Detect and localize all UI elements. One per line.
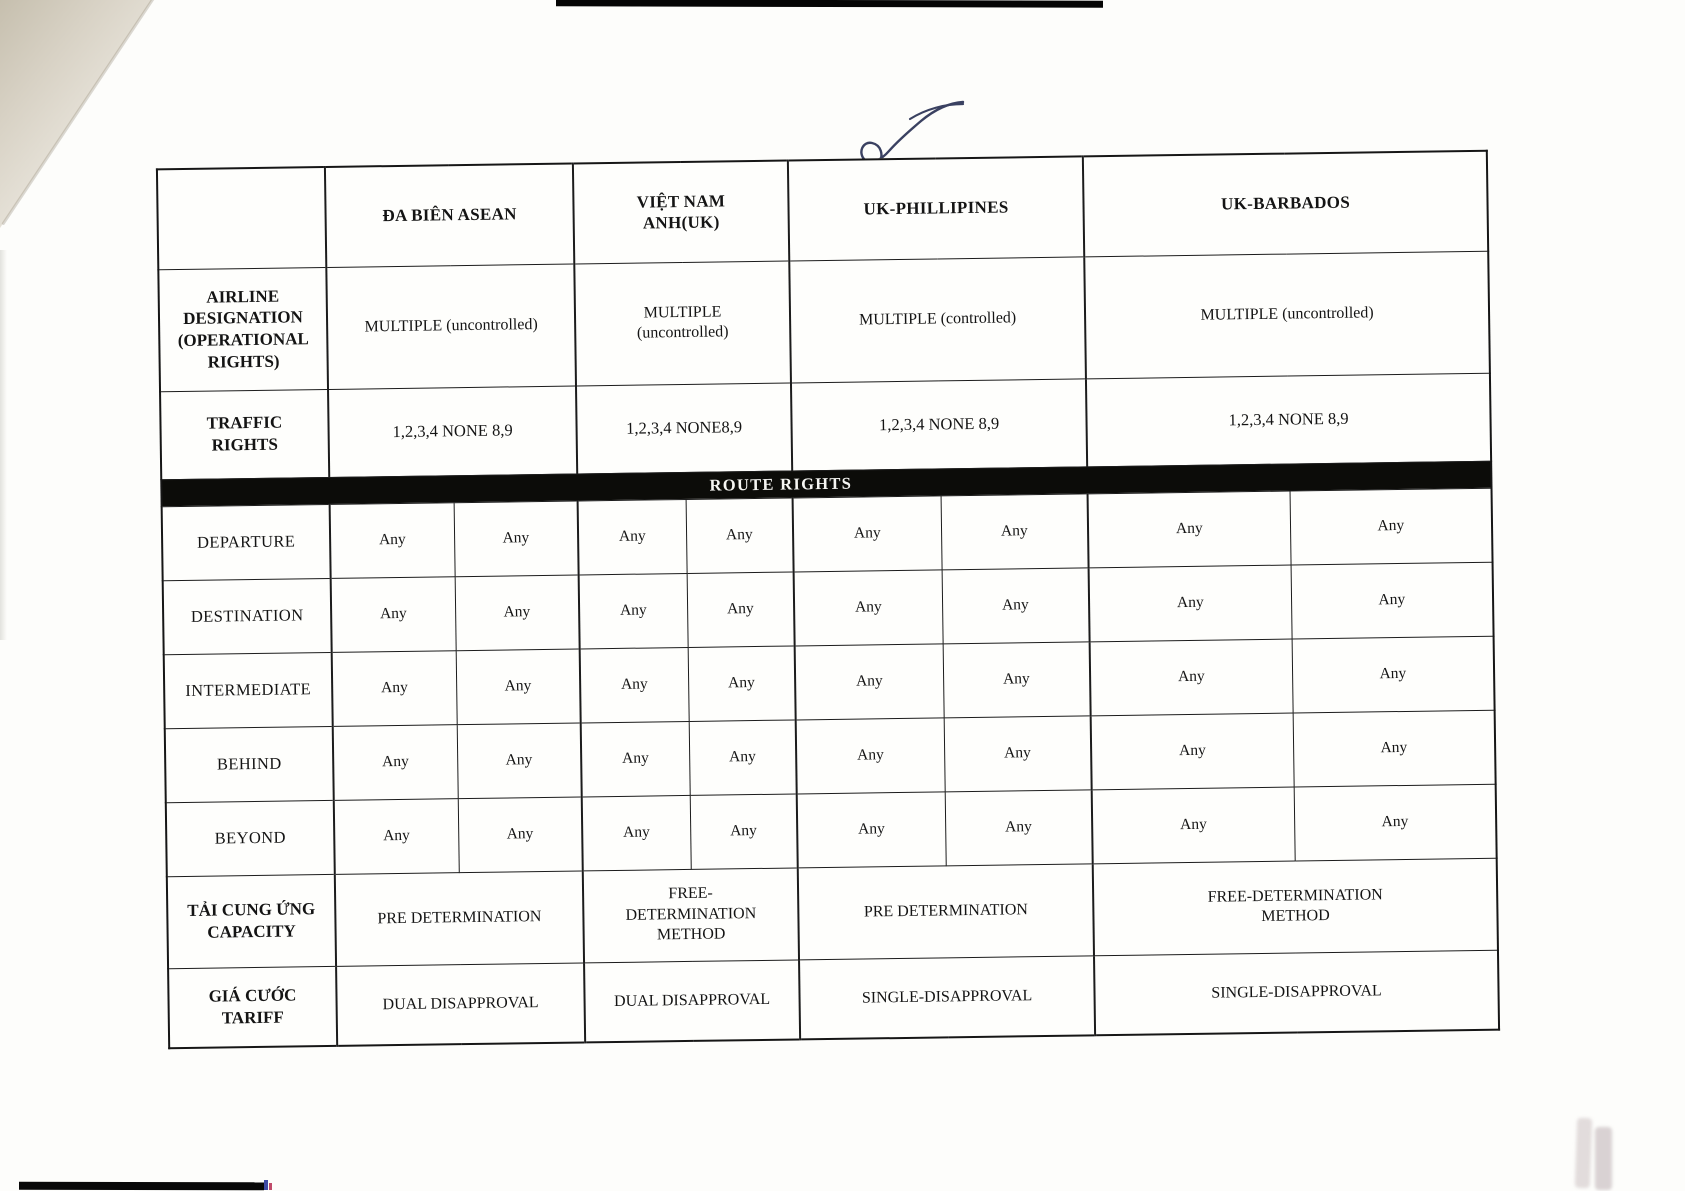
cell-capacity-asean: PRE DETERMINATION bbox=[334, 870, 585, 966]
paper-edge-shadow bbox=[0, 250, 7, 640]
route-cell: Any bbox=[795, 717, 945, 794]
route-cell: Any bbox=[332, 724, 458, 800]
header-cell-asean: ĐA BIÊN ASEAN bbox=[324, 163, 575, 267]
row-label-airline-designation: AIRLINE DESIGNATION (OPERATIONAL RIGHTS) bbox=[158, 266, 329, 392]
route-cell: Any bbox=[686, 571, 795, 647]
color-speck-pink bbox=[269, 1183, 272, 1190]
route-cell: Any bbox=[1291, 635, 1495, 713]
scan-smudge bbox=[1574, 1117, 1593, 1189]
cell-airline-uk-phillipines: MULTIPLE (controlled) bbox=[789, 256, 1086, 383]
route-cell: Any bbox=[456, 722, 582, 799]
scanner-strip-bottom bbox=[18, 1181, 265, 1191]
route-cell: Any bbox=[687, 645, 796, 721]
row-label-departure: DEPARTURE bbox=[161, 503, 331, 581]
route-cell: Any bbox=[688, 719, 797, 795]
color-speck-blue bbox=[264, 1180, 268, 1190]
route-cell: Any bbox=[329, 502, 455, 578]
cell-traffic-uk-phillipines: 1,2,3,4 NONE 8,9 bbox=[790, 378, 1088, 471]
row-label-destination: DESTINATION bbox=[162, 577, 332, 655]
tariff-row: GIÁ CƯỚC TARIFF DUAL DISAPPROVAL DUAL DI… bbox=[168, 949, 1500, 1049]
route-cell: Any bbox=[1290, 561, 1494, 639]
cell-tariff-asean: DUAL DISAPPROVAL bbox=[336, 962, 586, 1046]
route-cell: Any bbox=[1091, 786, 1295, 864]
route-cell: Any bbox=[330, 576, 456, 652]
route-cell: Any bbox=[940, 493, 1089, 570]
scanner-strip-top bbox=[555, 0, 1104, 8]
route-cell: Any bbox=[577, 498, 687, 575]
route-cell: Any bbox=[689, 793, 798, 869]
route-cell: Any bbox=[333, 798, 459, 874]
header-row: ĐA BIÊN ASEAN VIỆT NAM ANH(UK) UK-PHILLI… bbox=[156, 150, 1489, 270]
row-label-intermediate: INTERMEDIATE bbox=[163, 651, 333, 729]
route-cell: Any bbox=[793, 569, 943, 646]
route-cell: Any bbox=[578, 572, 688, 649]
scan-smudge bbox=[1595, 1127, 1612, 1190]
route-cell: Any bbox=[457, 796, 583, 873]
header-cell-vietnam-uk: VIỆT NAM ANH(UK) bbox=[572, 160, 790, 264]
route-cell: Any bbox=[1090, 712, 1294, 790]
route-cell: Any bbox=[1293, 783, 1497, 861]
cell-traffic-uk-barbados: 1,2,3,4 NONE 8,9 bbox=[1085, 372, 1492, 467]
airline-designation-row: AIRLINE DESIGNATION (OPERATIONAL RIGHTS)… bbox=[158, 250, 1490, 392]
route-cell: Any bbox=[942, 641, 1091, 718]
route-cell: Any bbox=[579, 646, 689, 723]
cell-airline-vietnam-uk: MULTIPLE (uncontrolled) bbox=[574, 260, 791, 386]
header-cell-uk-barbados: UK-BARBADOS bbox=[1082, 150, 1489, 257]
route-cell: Any bbox=[331, 650, 457, 726]
route-cell: Any bbox=[792, 495, 942, 572]
route-cell: Any bbox=[1087, 490, 1291, 568]
route-cell: Any bbox=[581, 794, 691, 871]
route-cell: Any bbox=[455, 648, 581, 725]
route-cell: Any bbox=[580, 720, 690, 797]
route-cell: Any bbox=[944, 789, 1093, 866]
cell-capacity-uk-barbados: FREE-DETERMINATION METHOD bbox=[1092, 857, 1498, 956]
cell-airline-asean: MULTIPLE (uncontrolled) bbox=[326, 263, 576, 389]
row-label-traffic-rights: TRAFFIC RIGHTS bbox=[160, 388, 330, 480]
route-cell: Any bbox=[794, 643, 944, 720]
route-cell: Any bbox=[943, 715, 1092, 792]
row-label-beyond: BEYOND bbox=[165, 799, 335, 877]
row-label-tariff: GIÁ CƯỚC TARIFF bbox=[168, 965, 338, 1049]
route-cell: Any bbox=[1289, 487, 1493, 565]
cell-traffic-vietnam-uk: 1,2,3,4 NONE8,9 bbox=[575, 382, 793, 474]
cell-capacity-vietnam-uk: FREE- DETERMINATION METHOD bbox=[582, 867, 800, 963]
row-label-behind: BEHIND bbox=[164, 725, 334, 803]
route-cell: Any bbox=[1088, 564, 1292, 642]
cell-tariff-uk-phillipines: SINGLE-DISAPPROVAL bbox=[799, 955, 1096, 1040]
cell-tariff-uk-barbados: SINGLE-DISAPPROVAL bbox=[1094, 949, 1500, 1036]
corner-cell bbox=[156, 166, 327, 270]
cell-tariff-vietnam-uk: DUAL DISAPPROVAL bbox=[584, 959, 801, 1043]
route-cell: Any bbox=[453, 500, 579, 577]
cell-airline-uk-barbados: MULTIPLE (uncontrolled) bbox=[1084, 250, 1490, 379]
header-cell-uk-phillipines: UK-PHILLIPINES bbox=[787, 156, 1085, 261]
agreements-comparison-table: ĐA BIÊN ASEAN VIỆT NAM ANH(UK) UK-PHILLI… bbox=[155, 149, 1501, 1050]
cell-traffic-asean: 1,2,3,4 NONE 8,9 bbox=[328, 385, 578, 477]
route-cell: Any bbox=[1089, 638, 1293, 716]
route-cell: Any bbox=[454, 574, 580, 651]
cell-capacity-uk-phillipines: PRE DETERMINATION bbox=[797, 863, 1095, 960]
row-label-capacity: TẢI CUNG ỨNG CAPACITY bbox=[166, 873, 337, 969]
route-cell: Any bbox=[685, 497, 794, 573]
route-cell: Any bbox=[941, 567, 1090, 644]
route-cell: Any bbox=[796, 791, 946, 868]
route-cell: Any bbox=[1292, 709, 1496, 787]
